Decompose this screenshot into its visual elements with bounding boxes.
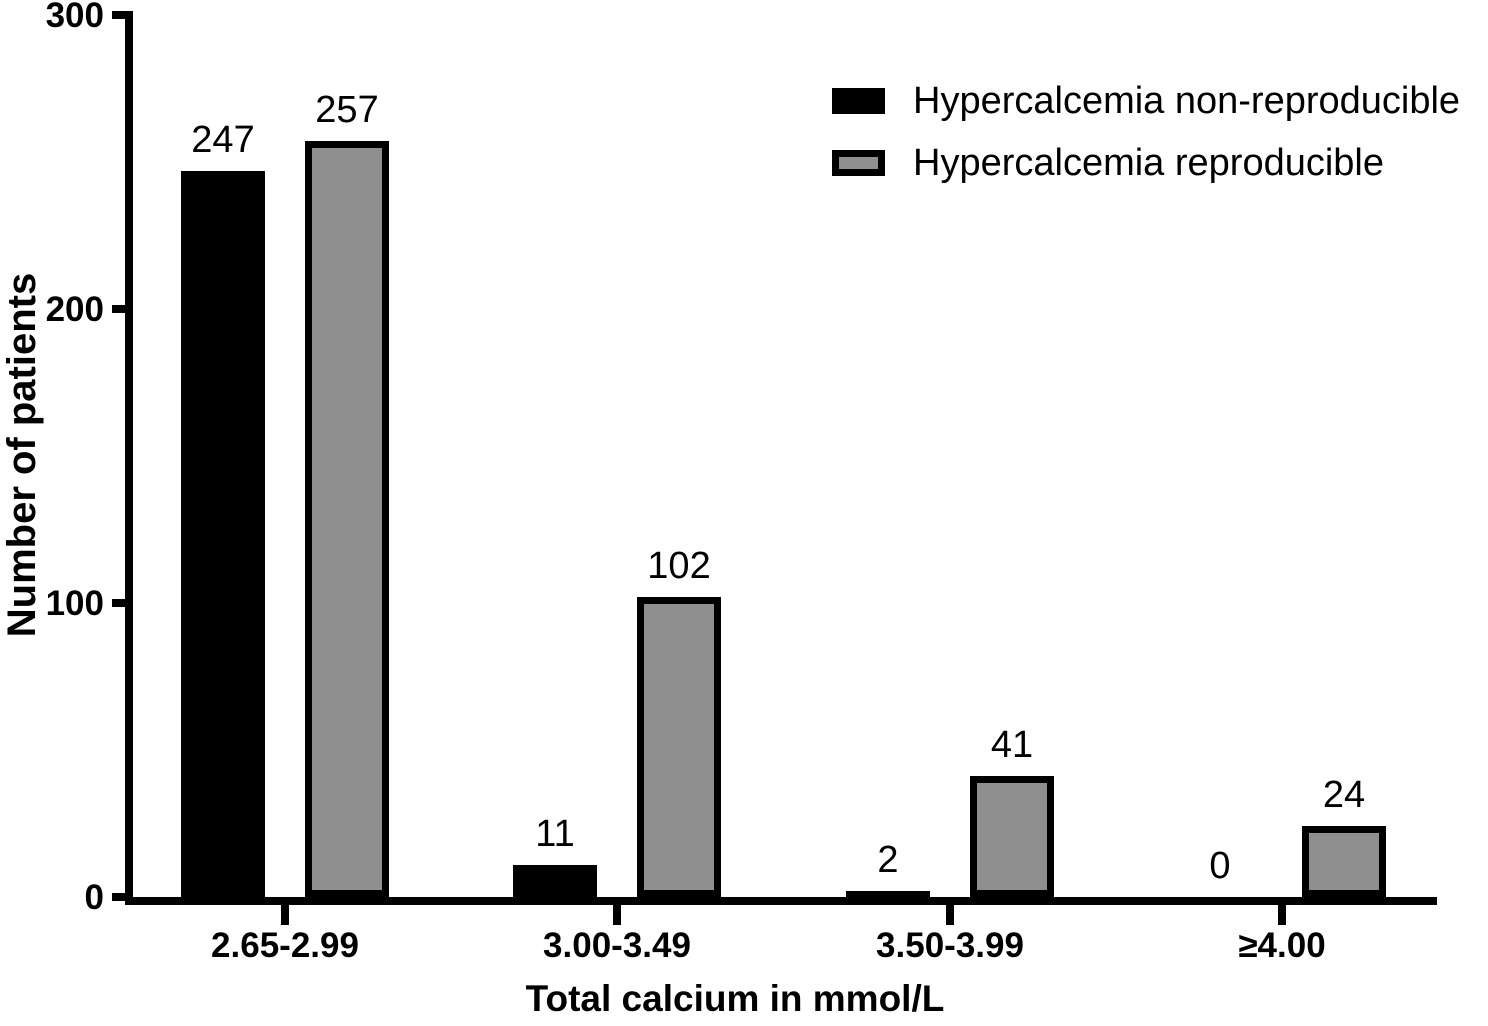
y-axis-line bbox=[125, 15, 133, 905]
x-tick-label: 3.50-3.99 bbox=[876, 926, 1024, 965]
x-tick-label: 2.65-2.99 bbox=[211, 926, 359, 965]
y-tick-label: 100 bbox=[45, 584, 104, 623]
y-tick-label: 300 bbox=[45, 0, 104, 35]
y-tick bbox=[112, 599, 133, 607]
bar-value-label: 2 bbox=[877, 839, 899, 882]
y-tick-label: 0 bbox=[84, 878, 104, 917]
legend: Hypercalcemia non-reproducible Hypercalc… bbox=[832, 82, 1460, 212]
bar-reproducible-1 bbox=[637, 597, 721, 897]
legend-item-non-reproducible: Hypercalcemia non-reproducible bbox=[832, 82, 1460, 120]
bar-reproducible-3 bbox=[1302, 826, 1386, 897]
bar-value-label: 247 bbox=[191, 118, 255, 161]
x-tick bbox=[1278, 905, 1286, 925]
x-axis-title: Total calcium in mmol/L bbox=[525, 978, 945, 1019]
legend-item-reproducible: Hypercalcemia reproducible bbox=[832, 144, 1460, 182]
bar-value-label: 102 bbox=[647, 545, 711, 588]
bar-non-reproducible-2 bbox=[846, 891, 930, 897]
bar-value-label: 41 bbox=[990, 724, 1034, 767]
legend-label-reproducible: Hypercalcemia reproducible bbox=[913, 142, 1384, 184]
bar-value-label: 24 bbox=[1322, 774, 1366, 817]
y-tick bbox=[112, 11, 133, 19]
x-tick-label: ≥4.00 bbox=[1238, 926, 1326, 965]
x-tick bbox=[281, 905, 289, 925]
bar-reproducible-2 bbox=[970, 776, 1054, 897]
bar-non-reproducible-0 bbox=[181, 170, 265, 897]
x-tick-label: 3.00-3.49 bbox=[543, 926, 691, 965]
bar-non-reproducible-1 bbox=[513, 864, 597, 897]
legend-swatch-non-reproducible bbox=[832, 88, 885, 114]
y-tick bbox=[112, 305, 133, 313]
legend-label-non-reproducible: Hypercalcemia non-reproducible bbox=[913, 80, 1461, 122]
y-tick bbox=[112, 893, 133, 901]
bar-value-label: 257 bbox=[315, 89, 379, 132]
x-tick bbox=[946, 905, 954, 925]
x-tick bbox=[613, 905, 621, 925]
x-axis-line bbox=[125, 897, 1437, 905]
y-tick-label: 200 bbox=[45, 290, 104, 329]
legend-swatch-reproducible bbox=[832, 150, 885, 176]
bar-reproducible-0 bbox=[305, 141, 389, 897]
bar-value-label: 0 bbox=[1209, 845, 1231, 887]
bar-value-label: 11 bbox=[535, 812, 575, 855]
